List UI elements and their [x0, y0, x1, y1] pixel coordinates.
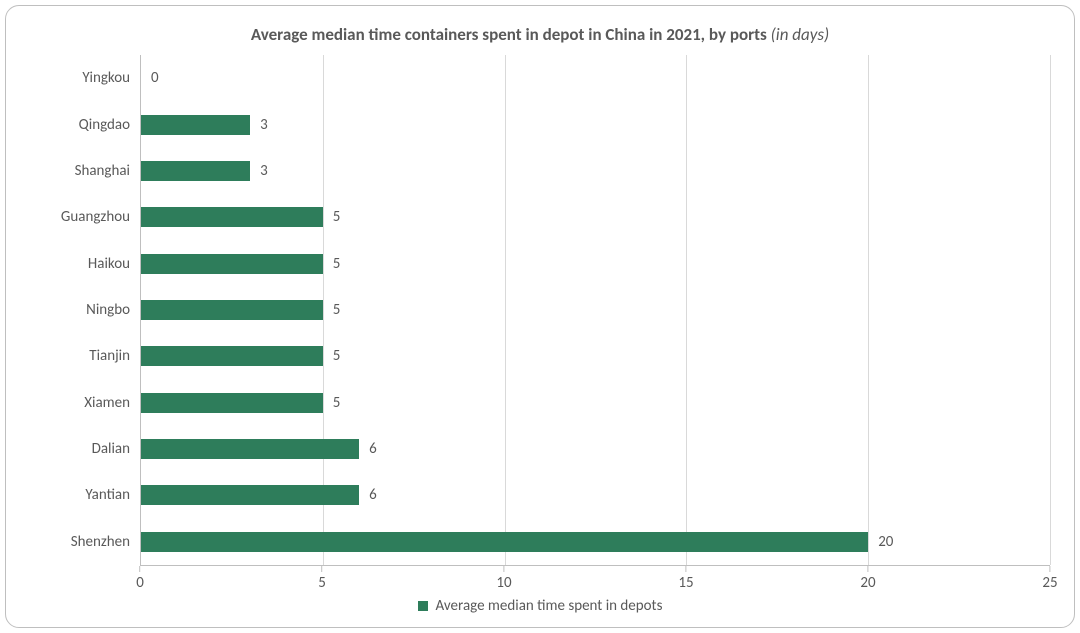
y-axis-label: Xiamen — [84, 402, 130, 403]
bar — [141, 207, 323, 227]
bars-container: 0 3 3 5 5 5 5 5 6 6 20 — [141, 55, 1050, 565]
bar — [141, 161, 250, 181]
chart-frame: Average median time containers spent in … — [5, 5, 1075, 628]
bar-row: 5 — [141, 207, 1050, 227]
bar-value-label: 20 — [868, 533, 893, 551]
bar-value-label: 5 — [323, 347, 341, 365]
bar-row: 20 — [141, 532, 1050, 552]
bar-value-label: 3 — [250, 116, 268, 134]
x-tick-mark — [686, 566, 687, 572]
bar-value-label: 5 — [323, 301, 341, 319]
y-axis-label: Yingkou — [82, 78, 130, 79]
x-axis: 0510152025 — [140, 565, 1050, 591]
y-axis-label: Shenzhen — [71, 541, 130, 542]
bar-value-label: 5 — [323, 208, 341, 226]
x-tick-mark — [139, 566, 140, 572]
y-axis-label: Shanghai — [75, 170, 130, 171]
x-tick-mark — [321, 566, 322, 572]
x-tick-mark — [1050, 566, 1051, 572]
y-axis-label: Qingdao — [79, 124, 130, 125]
bar-value-label: 6 — [359, 486, 377, 504]
bar-value-label: 0 — [141, 69, 159, 87]
bar-row: 5 — [141, 300, 1050, 320]
bar-row: 6 — [141, 485, 1050, 505]
x-axis-wrap: 0510152025 — [30, 565, 1050, 591]
bar-row: 6 — [141, 439, 1050, 459]
y-axis-label: Haikou — [88, 263, 130, 264]
bar — [141, 115, 250, 135]
gridline — [1050, 55, 1051, 565]
x-tick-label: 25 — [1042, 574, 1057, 592]
bar-value-label: 3 — [250, 162, 268, 180]
legend-swatch — [418, 601, 428, 611]
y-axis-label: Yantian — [85, 495, 130, 496]
plot-area: Yingkou Qingdao Shanghai Guangzhou Haikou Nin… — [30, 55, 1050, 565]
y-axis-label: Tianjin — [89, 356, 130, 357]
bar-value-label: 5 — [323, 394, 341, 412]
bar-value-label: 5 — [323, 255, 341, 273]
plot: 0 3 3 5 5 5 5 5 6 6 20 — [140, 55, 1050, 565]
bar-row: 5 — [141, 346, 1050, 366]
x-tick-label: 15 — [678, 574, 693, 592]
y-axis-label: Dalian — [92, 449, 130, 450]
legend: Average median time spent in depots — [30, 597, 1050, 615]
chart-title-main: Average median time containers spent in … — [251, 24, 771, 45]
legend-label: Average median time spent in depots — [436, 597, 663, 615]
bar-row: 3 — [141, 161, 1050, 181]
x-tick: 10 — [496, 566, 511, 592]
bar-row: 5 — [141, 254, 1050, 274]
y-axis-label: Guangzhou — [61, 217, 130, 218]
chart-title-sub: (in days) — [771, 24, 830, 45]
y-axis: Yingkou Qingdao Shanghai Guangzhou Haikou Nin… — [30, 55, 140, 565]
x-tick: 0 — [136, 566, 144, 592]
bar — [141, 485, 359, 505]
x-tick: 25 — [1042, 566, 1057, 592]
x-tick: 15 — [678, 566, 693, 592]
bar — [141, 254, 323, 274]
bar — [141, 346, 323, 366]
x-tick-label: 5 — [318, 574, 326, 592]
bar-row: 5 — [141, 393, 1050, 413]
bar — [141, 439, 359, 459]
x-tick-label: 10 — [496, 574, 511, 592]
chart-title: Average median time containers spent in … — [30, 24, 1050, 45]
x-tick-mark — [868, 566, 869, 572]
bar — [141, 393, 323, 413]
x-tick: 20 — [860, 566, 875, 592]
bar-value-label: 6 — [359, 440, 377, 458]
bar-row: 0 — [141, 68, 1050, 88]
bar-row: 3 — [141, 115, 1050, 135]
x-tick-mark — [504, 566, 505, 572]
x-tick-label: 20 — [860, 574, 875, 592]
y-axis-label: Ningbo — [86, 309, 130, 310]
bar — [141, 532, 868, 552]
x-tick-label: 0 — [136, 574, 144, 592]
bar — [141, 300, 323, 320]
x-axis-spacer — [30, 565, 140, 591]
x-tick: 5 — [318, 566, 326, 592]
